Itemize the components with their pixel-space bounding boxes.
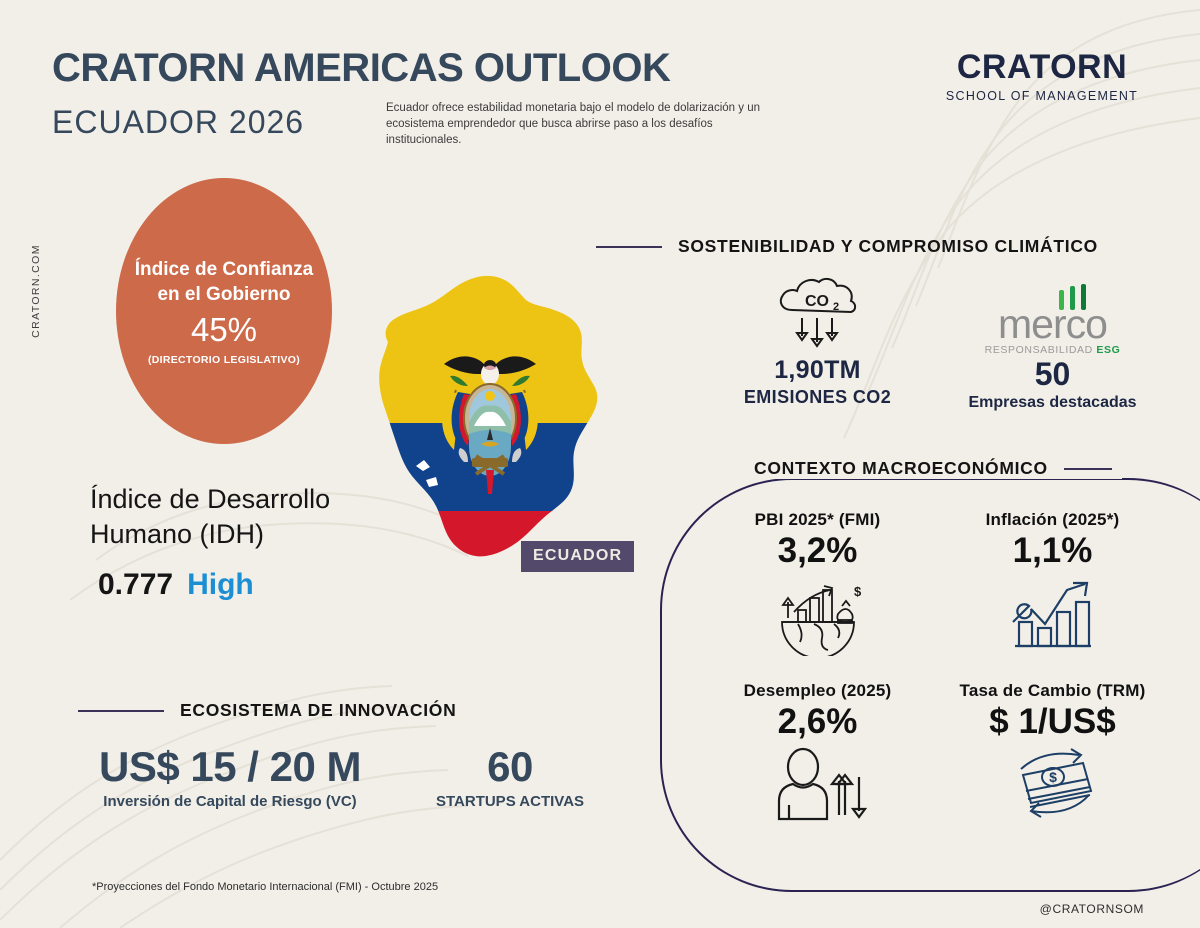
startups-stat: 60 STARTUPS ACTIVAS bbox=[400, 743, 620, 811]
innovation-section-heading: ECOSISTEMA DE INNOVACIÓN bbox=[78, 700, 456, 721]
header-description: Ecuador ofrece estabilidad monetaria baj… bbox=[386, 102, 760, 146]
innovation-stats: US$ 15 / 20 M Inversión de Capital de Ri… bbox=[60, 743, 620, 811]
map-country-badge: ECUADOR bbox=[521, 541, 635, 572]
hdi-category: High bbox=[187, 568, 254, 601]
svg-text:$: $ bbox=[1049, 769, 1057, 785]
gdp-label: PBI 2025* (FMI) bbox=[754, 510, 881, 529]
svg-text:2: 2 bbox=[833, 301, 839, 313]
merco-tagline-text: RESPONSABILIDAD bbox=[984, 344, 1093, 356]
macro-cell-exchange: Tasa de Cambio (TRM) $ 1/US$ $ bbox=[935, 681, 1170, 830]
vc-value: US$ 15 / 20 M bbox=[99, 743, 361, 790]
innovation-title: ECOSISTEMA DE INNOVACIÓN bbox=[180, 700, 457, 720]
merco-tagline: RESPONSABILIDAD ESG bbox=[985, 344, 1121, 356]
page-subtitle: ECUADOR 2026 bbox=[52, 104, 305, 140]
merco-caption: Empresas destacadas bbox=[968, 394, 1137, 411]
co2-stat: CO 2 1,90TM EMISIONES CO2 bbox=[700, 272, 935, 412]
co2-cloud-icon: CO 2 bbox=[700, 272, 935, 356]
vertical-site-label: CRATORN.COM bbox=[30, 244, 42, 338]
vc-investment-stat: US$ 15 / 20 M Inversión de Capital de Ri… bbox=[60, 743, 400, 811]
macro-cell-gdp: PBI 2025* (FMI) 3,2% $ bbox=[700, 510, 935, 659]
macro-context-container bbox=[660, 478, 1200, 892]
person-arrows-icon bbox=[700, 743, 935, 829]
sustainability-section-heading: SOSTENIBILIDAD Y COMPROMISO CLIMÁTICO bbox=[596, 236, 1098, 257]
svg-text:CO: CO bbox=[805, 293, 829, 310]
map-islands bbox=[416, 460, 438, 487]
exchange-label: Tasa de Cambio (TRM) bbox=[959, 680, 1146, 700]
macro-section-heading: CONTEXTO MACROECONÓMICO bbox=[744, 458, 1122, 479]
page-title: CRATORN AMERICAS OUTLOOK bbox=[52, 46, 671, 90]
startups-value: 60 bbox=[487, 743, 533, 790]
confidence-note: (DIRECTORIO LEGISLATIVO) bbox=[147, 353, 301, 366]
coat-of-arms-icon bbox=[442, 356, 538, 494]
brand-logo: CRATORN SCHOOL OF MANAGEMENT bbox=[922, 50, 1162, 103]
confidence-value: 45% bbox=[190, 310, 258, 348]
merco-logo: merco RESPONSABILIDAD ESG bbox=[985, 284, 1121, 356]
sustainability-title: SOSTENIBILIDAD Y COMPROMISO CLIMÁTICO bbox=[678, 236, 1098, 256]
money-exchange-icon: $ bbox=[935, 743, 1170, 829]
startups-label: STARTUPS ACTIVAS bbox=[435, 793, 585, 811]
macro-cell-unemployment: Desempleo (2025) 2,6% bbox=[700, 681, 935, 830]
merco-logo-icon: merco RESPONSABILIDAD ESG bbox=[935, 272, 1170, 356]
macro-stats-grid: PBI 2025* (FMI) 3,2% $ bbox=[700, 510, 1170, 829]
section-rule bbox=[596, 245, 662, 248]
inflation-label: Inflación (2025*) bbox=[985, 510, 1120, 529]
inflation-value: 1,1% bbox=[1012, 531, 1093, 570]
co2-caption: EMISIONES CO2 bbox=[743, 387, 892, 407]
government-confidence-circle: Índice de Confianza en el Gobierno 45% (… bbox=[116, 178, 332, 444]
globe-growth-icon: $ bbox=[700, 573, 935, 659]
vc-label: Inversión de Capital de Riesgo (VC) bbox=[103, 793, 357, 811]
macro-title: CONTEXTO MACROECONÓMICO bbox=[754, 458, 1048, 478]
unemployment-value: 2,6% bbox=[777, 701, 858, 741]
merco-tagline-accent: ESG bbox=[1096, 344, 1121, 356]
macro-cell-inflation: Inflación (2025*) 1,1% bbox=[935, 510, 1170, 659]
svg-text:$: $ bbox=[854, 584, 862, 599]
confidence-label: Índice de Confianza en el Gobierno bbox=[134, 258, 314, 305]
logo-name: CRATORN bbox=[956, 48, 1128, 86]
section-rule bbox=[78, 709, 164, 712]
section-rule bbox=[1063, 467, 1112, 470]
merco-value: 50 bbox=[1034, 356, 1071, 392]
hdi-value: 0.777 bbox=[98, 568, 174, 601]
logo-tagline: SCHOOL OF MANAGEMENT bbox=[945, 89, 1139, 103]
merco-stat: merco RESPONSABILIDAD ESG 50 Empresas de… bbox=[935, 272, 1170, 412]
exchange-value: $ 1/US$ bbox=[989, 701, 1116, 741]
merco-wordmark: merco bbox=[998, 301, 1108, 348]
gdp-value: 3,2% bbox=[777, 531, 858, 570]
unemployment-label: Desempleo (2025) bbox=[743, 680, 892, 700]
bar-chart-arrow-icon bbox=[935, 573, 1170, 659]
sustainability-stats: CO 2 1,90TM EMISIONES CO2 merco bbox=[700, 272, 1170, 412]
footnote: *Proyecciones del Fondo Monetario Intern… bbox=[92, 881, 439, 893]
co2-value: 1,90TM bbox=[774, 356, 861, 384]
social-handle: @CRATORNSOM bbox=[1039, 902, 1144, 916]
